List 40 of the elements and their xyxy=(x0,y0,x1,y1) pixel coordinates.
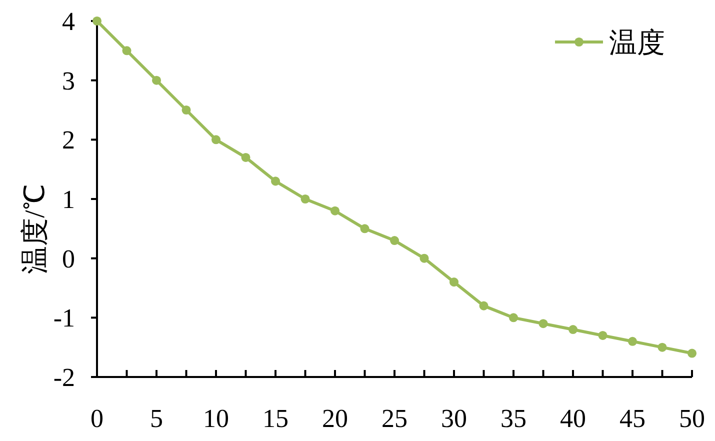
point xyxy=(420,254,429,263)
point xyxy=(152,76,162,85)
point xyxy=(538,319,548,328)
point xyxy=(449,278,459,287)
point xyxy=(658,342,667,352)
x-tick-label: 15 xyxy=(262,404,288,433)
y-tick-label: 2 xyxy=(62,126,75,155)
x-tick-label: 50 xyxy=(679,404,705,433)
x-tick-label: 5 xyxy=(150,404,163,433)
x-tick-label: 20 xyxy=(322,404,348,433)
x-tick-label: 45 xyxy=(620,404,646,433)
point xyxy=(508,313,518,322)
point xyxy=(211,135,221,144)
y-axis-title: 温度/℃ xyxy=(20,184,51,274)
y-tick-label: -2 xyxy=(53,363,75,392)
point xyxy=(360,224,370,234)
x-tick-label: 35 xyxy=(500,404,526,433)
point xyxy=(300,194,310,204)
point xyxy=(390,236,400,246)
point xyxy=(568,325,578,334)
point xyxy=(628,336,638,346)
y-tick-label: 3 xyxy=(62,66,75,96)
x-tick-label: 40 xyxy=(560,404,586,433)
y-tick-label: 0 xyxy=(62,244,75,274)
x-tick-label: 25 xyxy=(382,404,408,433)
y-tick-label: 4 xyxy=(62,7,75,36)
point xyxy=(479,301,488,310)
point xyxy=(241,152,250,162)
x-tick-label: 0 xyxy=(90,404,104,433)
point xyxy=(330,206,340,216)
point xyxy=(122,46,132,56)
point xyxy=(270,176,280,186)
point xyxy=(182,105,191,115)
point xyxy=(687,348,697,358)
y-tick-label: 1 xyxy=(62,185,75,214)
point xyxy=(598,330,608,340)
y-tick-label: -1 xyxy=(53,304,75,333)
legend-label: 温度 xyxy=(609,28,665,59)
x-tick-label: 10 xyxy=(203,404,229,433)
x-tick-label: 30 xyxy=(441,404,467,433)
